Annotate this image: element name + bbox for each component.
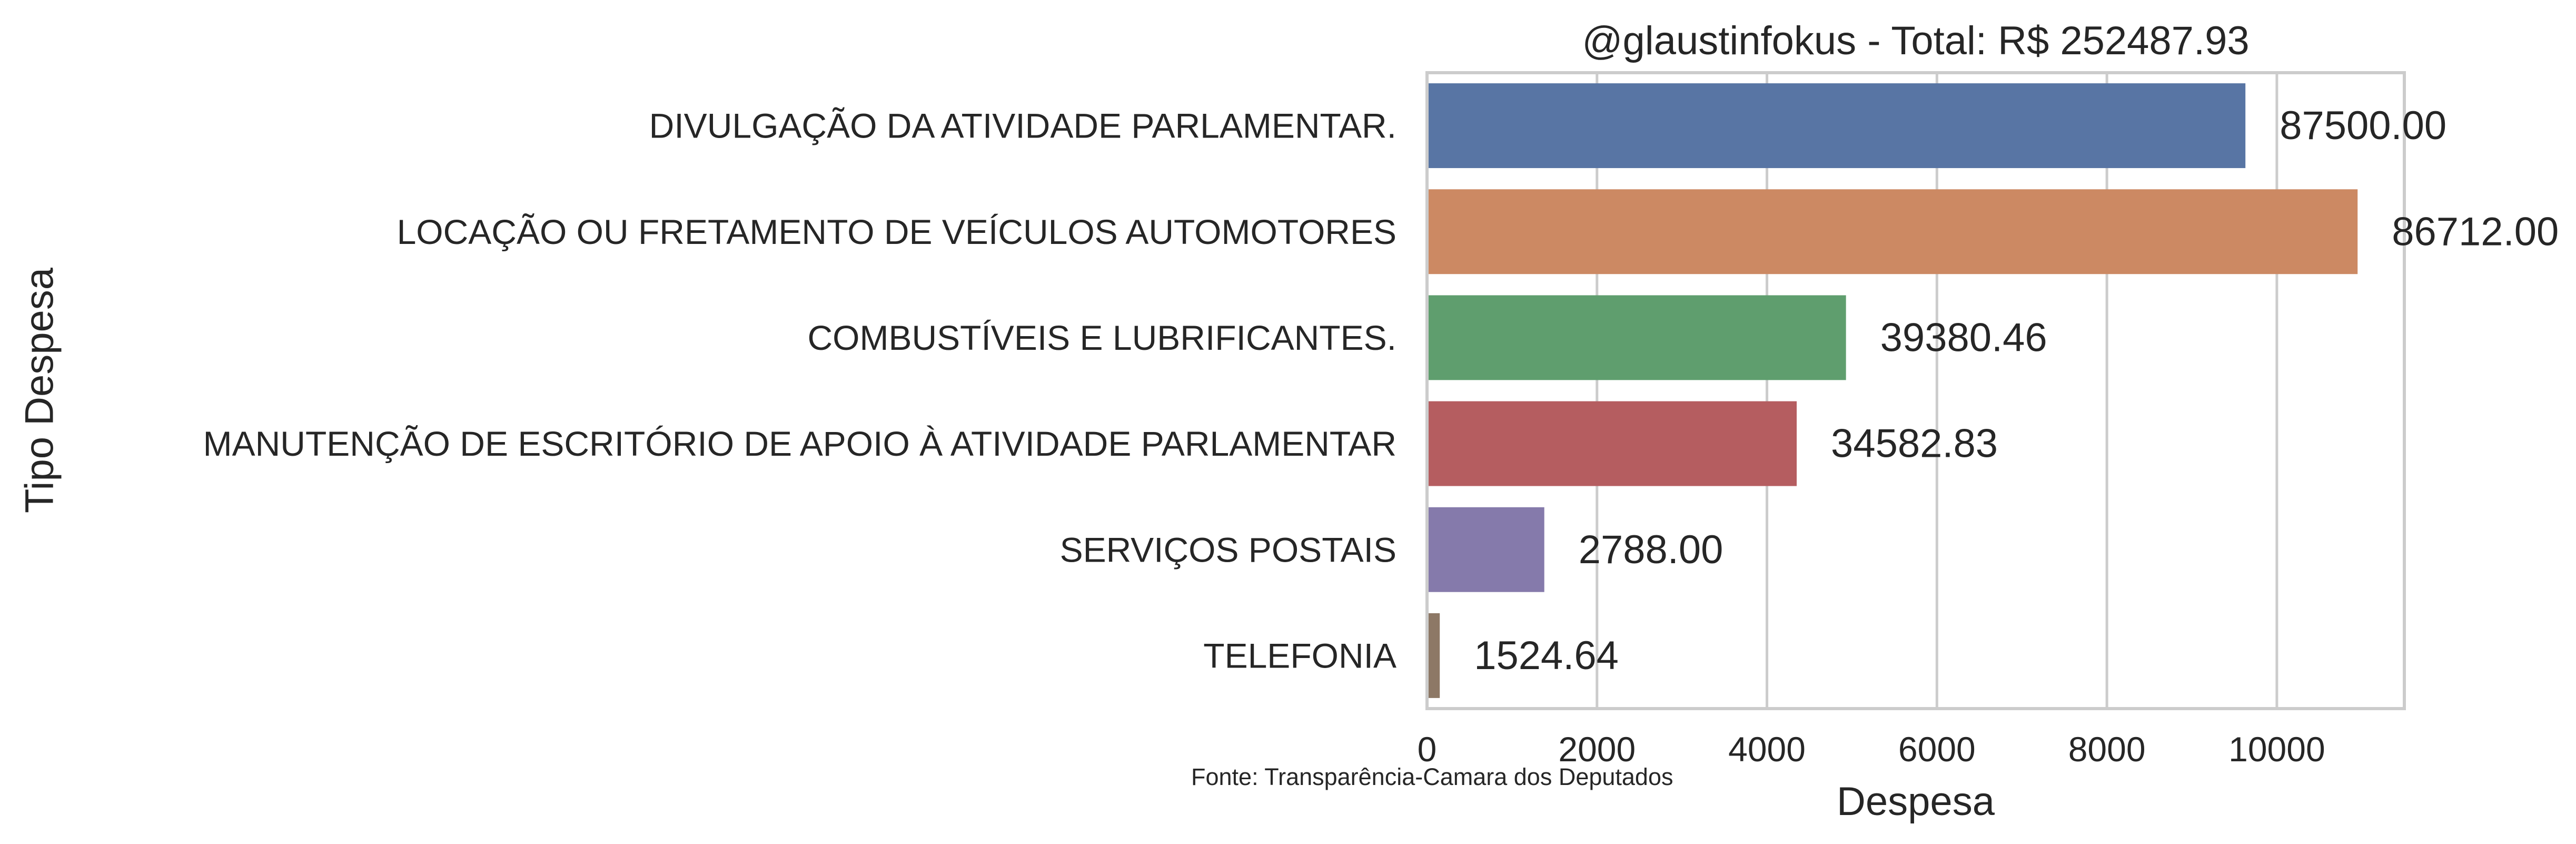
source-note: Fonte: Transparência-Camara dos Deputado… [1191, 763, 1673, 790]
data-label: 2788.00 [1579, 527, 1723, 572]
category-labels: DIVULGAÇÃO DA ATIVIDADE PARLAMENTAR. LOCA… [203, 106, 1396, 675]
category-label: TELEFONIA [1203, 636, 1396, 675]
category-label: SERVIÇOS POSTAIS [1060, 530, 1396, 569]
x-tick-label: 6000 [1898, 730, 1976, 769]
data-label: 87500.00 [2280, 103, 2446, 148]
x-tick-labels: 0 2000 4000 6000 8000 10000 [1418, 730, 2325, 769]
category-label: COMBUSTÍVEIS E LUBRIFICANTES. [807, 318, 1396, 357]
category-label: LOCAÇÃO OU FRETAMENTO DE VEÍCULOS AUTOMO… [397, 212, 1396, 251]
bar [1427, 507, 1544, 592]
category-label: MANUTENÇÃO DE ESCRITÓRIO DE APOIO À ATIV… [203, 424, 1396, 463]
data-label: 86712.00 [2392, 209, 2559, 254]
bar [1427, 189, 2358, 274]
bar [1427, 613, 1440, 698]
bar [1427, 83, 2246, 169]
data-label: 39380.46 [1880, 315, 2047, 360]
bars [1427, 83, 2358, 698]
data-label: 34582.83 [1831, 421, 1998, 466]
x-tick-label: 10000 [2228, 730, 2325, 769]
value-labels: 87500.00 86712.00 39380.46 34582.83 2788.00 1… [1474, 103, 2559, 678]
x-tick-label: 8000 [2068, 730, 2146, 769]
y-axis-label: Tipo Despesa [17, 267, 62, 513]
bar [1427, 401, 1797, 486]
chart-title: @glaustinfokus - Total: R$ 252487.93 [1582, 18, 2249, 63]
x-axis-label: Despesa [1837, 779, 1995, 824]
x-tick-label: 2000 [1558, 730, 1636, 769]
data-label: 1524.64 [1474, 633, 1619, 678]
plot-frame [1425, 71, 2406, 710]
category-label: DIVULGAÇÃO DA ATIVIDADE PARLAMENTAR. [649, 106, 1396, 145]
bar [1427, 295, 1846, 380]
x-tick-label: 4000 [1728, 730, 1806, 769]
x-tick-label: 0 [1418, 730, 1437, 769]
